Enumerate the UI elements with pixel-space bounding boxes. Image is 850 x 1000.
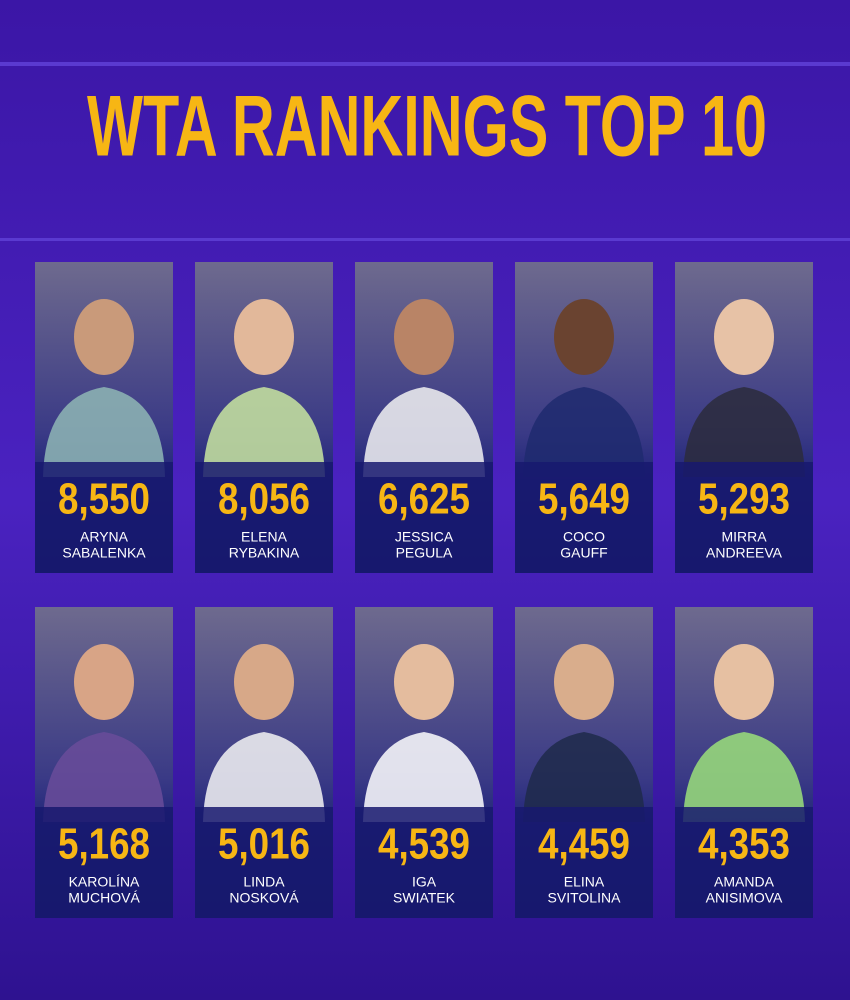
player-body [683, 732, 805, 822]
player-head [714, 644, 774, 720]
first-name: JESSICA [395, 529, 454, 545]
points: 6,625 [378, 475, 470, 524]
card-shade [675, 462, 813, 573]
stripe [0, 62, 850, 66]
first-name: IGA [412, 874, 437, 890]
player-body [43, 732, 165, 822]
player-head [554, 299, 614, 375]
card-shade [195, 807, 333, 918]
last-name: GAUFF [560, 545, 607, 561]
first-name: MIRRA [721, 529, 767, 545]
first-name: ARYNA [80, 529, 129, 545]
last-name: NOSKOVÁ [229, 890, 299, 906]
last-name: SABALENKA [62, 545, 146, 561]
points: 4,353 [698, 820, 790, 869]
card-shade [515, 462, 653, 573]
player-body [523, 387, 645, 477]
points: 8,056 [218, 475, 310, 524]
last-name: ANDREEVA [706, 545, 783, 561]
points: 5,649 [538, 475, 630, 524]
player-head [74, 299, 134, 375]
player-body [523, 732, 645, 822]
player-head [74, 644, 134, 720]
player-head [394, 299, 454, 375]
points: 8,550 [58, 475, 150, 524]
player-body [363, 387, 485, 477]
points: 4,539 [378, 820, 470, 869]
player-head [234, 299, 294, 375]
stripe [0, 238, 850, 241]
last-name: RYBAKINA [229, 545, 300, 561]
first-name: AMANDA [714, 874, 775, 890]
first-name: COCO [563, 529, 605, 545]
last-name: SWIATEK [393, 890, 456, 906]
player-body [683, 387, 805, 477]
player-body [203, 387, 325, 477]
first-name: ELINA [564, 874, 605, 890]
first-name: KAROLÍNA [69, 874, 140, 890]
card-shade [355, 462, 493, 573]
points: 4,459 [538, 820, 630, 869]
player-head [554, 644, 614, 720]
last-name: PEGULA [396, 545, 453, 561]
player-body [43, 387, 165, 477]
card-shade [35, 807, 173, 918]
card-shade [675, 807, 813, 918]
card-shade [515, 807, 653, 918]
player-head [234, 644, 294, 720]
points: 5,016 [218, 820, 310, 869]
first-name: LINDA [243, 874, 285, 890]
last-name: SVITOLINA [548, 890, 622, 906]
card-shade [195, 462, 333, 573]
title: WTA RANKINGS TOP 10 [87, 79, 767, 175]
last-name: ANISIMOVA [706, 890, 783, 906]
player-body [363, 732, 485, 822]
last-name: MUCHOVÁ [68, 890, 140, 906]
player-head [394, 644, 454, 720]
first-name: ELENA [241, 529, 288, 545]
points: 5,293 [698, 475, 790, 524]
card-shade [35, 462, 173, 573]
player-head [714, 299, 774, 375]
player-body [203, 732, 325, 822]
card-shade [355, 807, 493, 918]
points: 5,168 [58, 820, 150, 869]
